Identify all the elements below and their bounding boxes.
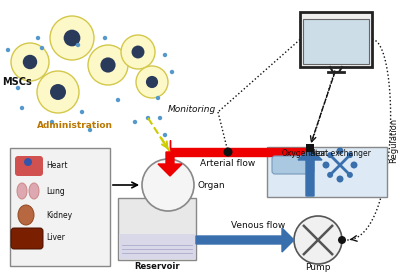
Text: Oxygenator: Oxygenator [282,149,326,158]
FancyBboxPatch shape [267,147,387,197]
FancyArrow shape [298,148,322,196]
Circle shape [37,71,79,113]
Circle shape [336,175,344,182]
Circle shape [327,152,333,158]
Circle shape [50,16,94,60]
FancyArrow shape [196,228,294,252]
Circle shape [50,84,66,100]
Ellipse shape [29,183,39,199]
FancyArrow shape [158,152,182,176]
Circle shape [163,53,167,57]
Circle shape [170,70,174,74]
FancyArrow shape [170,140,310,164]
FancyBboxPatch shape [272,156,314,174]
Circle shape [88,128,92,132]
Circle shape [224,148,232,157]
FancyBboxPatch shape [10,148,110,266]
Circle shape [76,43,80,47]
Circle shape [142,159,194,211]
Circle shape [146,76,158,88]
Text: Organ: Organ [198,180,226,190]
Text: Heart: Heart [46,160,68,170]
Circle shape [347,172,353,178]
Text: MSCs: MSCs [2,77,32,87]
FancyBboxPatch shape [303,19,369,64]
FancyBboxPatch shape [118,198,196,260]
Text: Kidney: Kidney [46,210,72,220]
Bar [306,144,314,152]
Circle shape [156,96,160,100]
Circle shape [121,35,155,69]
Circle shape [50,120,54,124]
Text: Administration: Administration [37,121,113,130]
Circle shape [6,48,10,52]
Circle shape [80,110,84,114]
Circle shape [327,172,333,178]
Circle shape [100,57,116,73]
Circle shape [338,236,346,244]
Text: Regulation: Regulation [389,117,398,163]
Circle shape [88,45,128,85]
Circle shape [24,158,32,166]
Circle shape [322,162,330,168]
Circle shape [132,46,144,58]
Ellipse shape [18,205,34,225]
Circle shape [40,46,44,50]
Circle shape [136,66,168,98]
Text: Heat exchanger: Heat exchanger [310,149,370,158]
Ellipse shape [17,183,27,199]
Circle shape [116,98,120,102]
Circle shape [20,106,24,110]
Text: Monitoring: Monitoring [168,105,216,114]
Circle shape [158,116,162,120]
Text: Liver: Liver [46,234,65,242]
Text: Venous flow: Venous flow [231,221,285,230]
Text: Lung: Lung [46,187,65,195]
Circle shape [146,116,150,120]
Circle shape [23,55,37,69]
Circle shape [163,133,167,137]
Text: Pump: Pump [305,263,331,272]
Circle shape [16,86,20,90]
Circle shape [294,216,342,264]
Text: Reservoir: Reservoir [134,262,180,271]
Circle shape [347,152,353,158]
Circle shape [11,43,49,81]
FancyBboxPatch shape [11,228,43,249]
Circle shape [36,36,40,40]
Circle shape [64,30,80,46]
Circle shape [133,120,137,124]
FancyBboxPatch shape [119,234,195,259]
Circle shape [350,162,358,168]
Circle shape [336,148,344,155]
FancyBboxPatch shape [300,12,372,67]
FancyBboxPatch shape [15,156,43,176]
Circle shape [103,36,107,40]
Text: Arterial flow: Arterial flow [200,159,256,168]
